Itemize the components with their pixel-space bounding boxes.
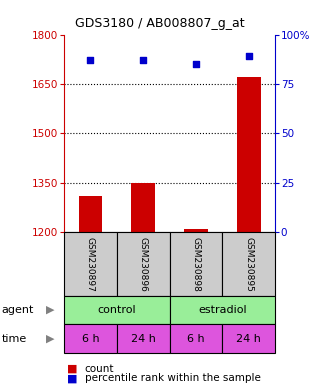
Text: agent: agent xyxy=(2,305,34,315)
Point xyxy=(194,61,199,67)
Text: time: time xyxy=(2,334,27,344)
Text: ▶: ▶ xyxy=(46,334,55,344)
Text: 24 h: 24 h xyxy=(131,334,156,344)
Bar xyxy=(237,78,261,232)
Text: GDS3180 / AB008807_g_at: GDS3180 / AB008807_g_at xyxy=(75,17,245,30)
Text: GSM230898: GSM230898 xyxy=(191,237,201,291)
Text: control: control xyxy=(98,305,136,315)
Text: GSM230897: GSM230897 xyxy=(86,237,95,291)
Point xyxy=(88,57,93,63)
Point xyxy=(141,57,146,63)
Text: count: count xyxy=(85,364,114,374)
Bar xyxy=(78,196,102,232)
Text: ■: ■ xyxy=(67,373,78,383)
Text: 6 h: 6 h xyxy=(82,334,99,344)
Text: GSM230895: GSM230895 xyxy=(244,237,253,291)
Bar xyxy=(131,183,155,232)
Text: 24 h: 24 h xyxy=(236,334,261,344)
Text: estradiol: estradiol xyxy=(198,305,247,315)
Text: percentile rank within the sample: percentile rank within the sample xyxy=(85,373,261,383)
Text: GSM230896: GSM230896 xyxy=(139,237,148,291)
Point xyxy=(246,53,252,60)
Text: ▶: ▶ xyxy=(46,305,55,315)
Text: ■: ■ xyxy=(67,364,78,374)
Text: 6 h: 6 h xyxy=(187,334,205,344)
Bar xyxy=(184,229,208,232)
